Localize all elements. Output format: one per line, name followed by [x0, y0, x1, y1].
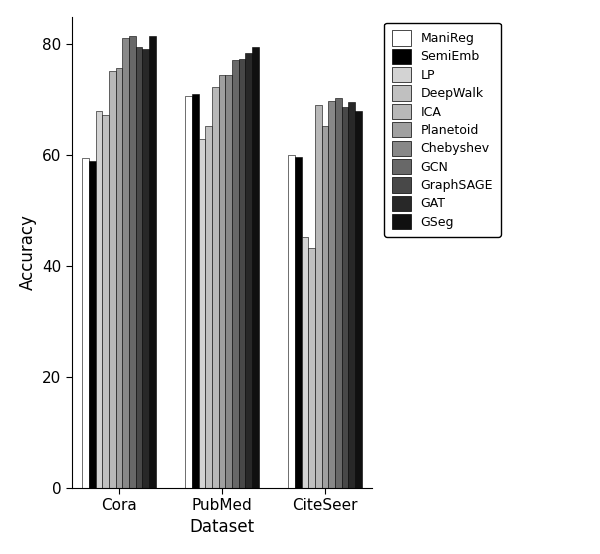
Bar	[192, 94, 199, 488]
Bar	[185, 96, 192, 488]
Bar	[232, 60, 239, 488]
Bar	[149, 36, 156, 488]
Bar	[341, 107, 349, 488]
Bar	[349, 102, 355, 488]
Bar	[142, 49, 149, 488]
Bar	[239, 59, 245, 488]
Bar	[252, 47, 259, 488]
Bar	[122, 38, 129, 488]
Bar	[218, 75, 226, 488]
Bar	[322, 126, 328, 488]
Bar	[212, 87, 218, 488]
Bar	[245, 53, 252, 488]
Bar	[109, 71, 116, 488]
Bar	[335, 98, 341, 488]
Bar	[315, 105, 322, 488]
Bar	[302, 237, 308, 488]
Bar	[82, 158, 89, 488]
Bar	[288, 155, 295, 488]
Legend: ManiReg, SemiEmb, LP, DeepWalk, ICA, Planetoid, Chebyshev, GCN, GraphSAGE, GAT, : ManiReg, SemiEmb, LP, DeepWalk, ICA, Pla…	[384, 23, 500, 237]
Bar	[95, 111, 103, 488]
Bar	[328, 101, 335, 488]
Bar	[89, 161, 95, 488]
Bar	[205, 126, 212, 488]
Bar	[136, 47, 142, 488]
Bar	[116, 68, 122, 488]
Bar	[355, 111, 362, 488]
Bar	[226, 75, 232, 488]
X-axis label: Dataset: Dataset	[190, 519, 254, 536]
Y-axis label: Accuracy: Accuracy	[19, 214, 37, 290]
Bar	[103, 115, 109, 488]
Bar	[308, 248, 315, 488]
Bar	[129, 36, 136, 488]
Bar	[199, 138, 205, 488]
Bar	[295, 157, 302, 488]
